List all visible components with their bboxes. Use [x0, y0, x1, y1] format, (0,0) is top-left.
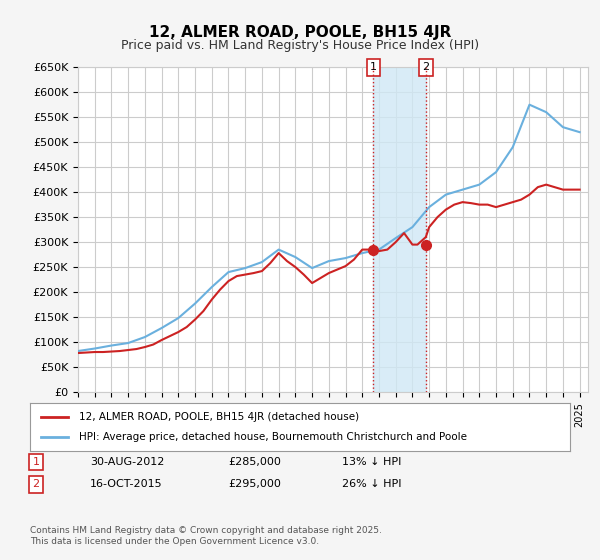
Text: 30-AUG-2012: 30-AUG-2012: [90, 457, 164, 467]
Text: £285,000: £285,000: [228, 457, 281, 467]
Text: 12, ALMER ROAD, POOLE, BH15 4JR (detached house): 12, ALMER ROAD, POOLE, BH15 4JR (detache…: [79, 412, 359, 422]
Bar: [373, 67, 426, 392]
Text: 16-OCT-2015: 16-OCT-2015: [90, 479, 163, 489]
Text: 13% ↓ HPI: 13% ↓ HPI: [342, 457, 401, 467]
Text: 2: 2: [32, 479, 40, 489]
Text: 2: 2: [422, 62, 430, 72]
Text: 26% ↓ HPI: 26% ↓ HPI: [342, 479, 401, 489]
Text: Contains HM Land Registry data © Crown copyright and database right 2025.
This d: Contains HM Land Registry data © Crown c…: [30, 526, 382, 546]
Text: 1: 1: [32, 457, 40, 467]
Text: Price paid vs. HM Land Registry's House Price Index (HPI): Price paid vs. HM Land Registry's House …: [121, 39, 479, 52]
Text: 12, ALMER ROAD, POOLE, BH15 4JR: 12, ALMER ROAD, POOLE, BH15 4JR: [149, 25, 451, 40]
Text: £295,000: £295,000: [228, 479, 281, 489]
Text: 1: 1: [370, 62, 377, 72]
Text: HPI: Average price, detached house, Bournemouth Christchurch and Poole: HPI: Average price, detached house, Bour…: [79, 432, 467, 442]
